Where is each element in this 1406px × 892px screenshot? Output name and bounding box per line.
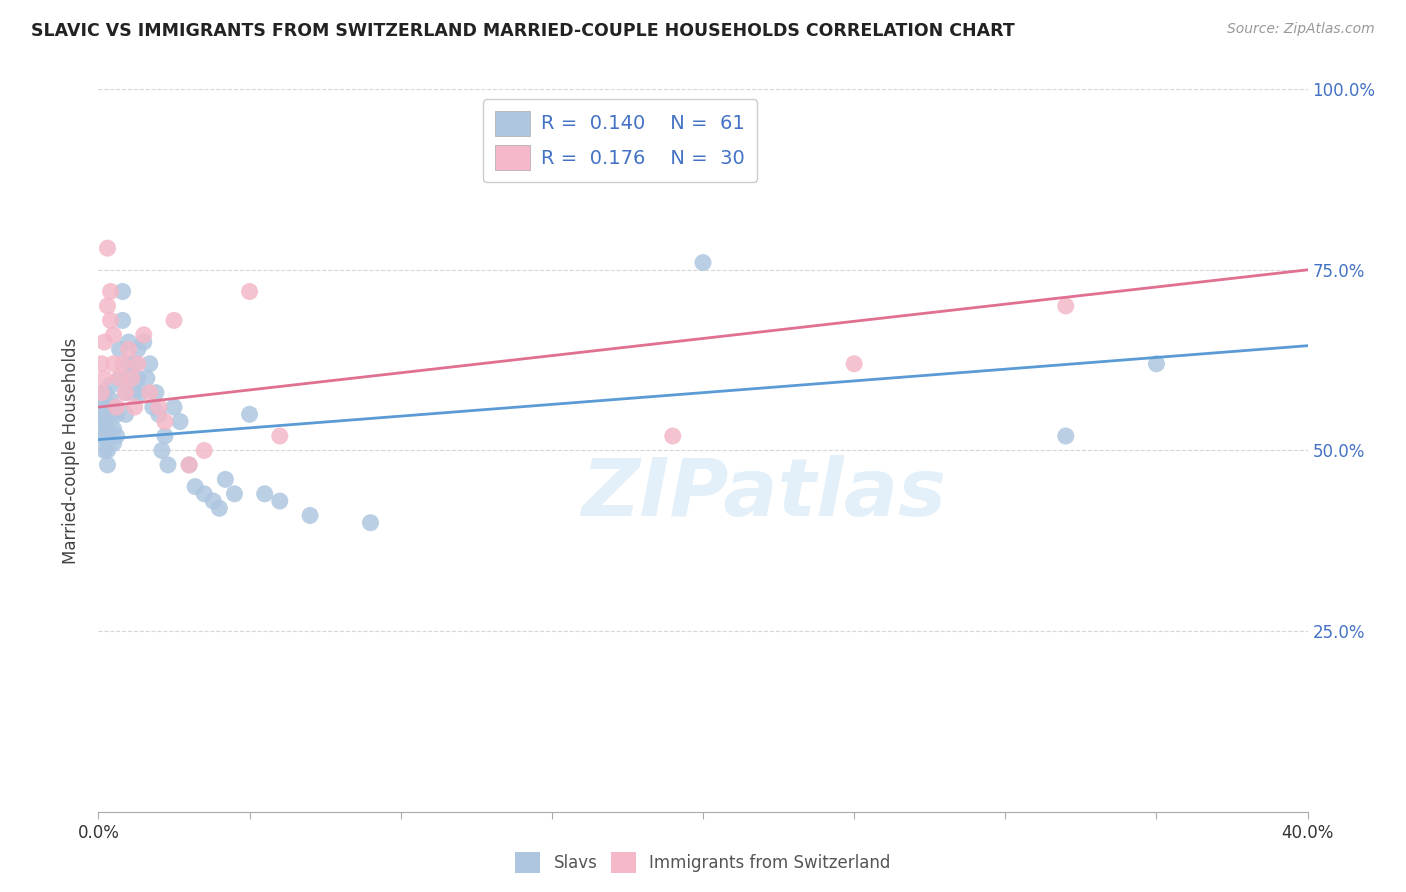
Point [121, 371, 143, 385]
Point [90, 357, 112, 371]
Point [269, 494, 291, 508]
Point [127, 371, 149, 385]
Point [93, 371, 115, 385]
Point [239, 285, 262, 299]
Point [93, 415, 115, 429]
Point [124, 357, 146, 371]
Point [90, 415, 112, 429]
Point [90, 407, 112, 421]
Point [269, 429, 291, 443]
Point [114, 407, 136, 421]
Point [127, 357, 149, 371]
Point [108, 371, 131, 385]
Point [93, 334, 115, 349]
Point [105, 429, 128, 443]
Point [118, 343, 141, 357]
Point [105, 407, 128, 421]
Text: SLAVIC VS IMMIGRANTS FROM SWITZERLAND MARRIED-COUPLE HOUSEHOLDS CORRELATION CHAR: SLAVIC VS IMMIGRANTS FROM SWITZERLAND MA… [31, 22, 1015, 40]
Point [299, 508, 322, 523]
Point [111, 357, 134, 371]
Point [93, 443, 115, 458]
Point [179, 458, 201, 472]
Point [93, 429, 115, 443]
Point [163, 313, 186, 327]
Point [100, 285, 122, 299]
Point [184, 480, 207, 494]
Point [124, 400, 146, 414]
Point [193, 443, 215, 458]
Point [145, 385, 167, 400]
Point [100, 392, 122, 407]
Point [96, 299, 118, 313]
Point [118, 334, 141, 349]
Point [114, 385, 136, 400]
Point [121, 371, 143, 385]
Point [124, 385, 146, 400]
Point [202, 494, 225, 508]
Point [105, 400, 128, 414]
Point [90, 385, 112, 400]
Point [96, 443, 118, 458]
Point [96, 241, 118, 255]
Point [114, 385, 136, 400]
Point [103, 327, 125, 342]
Point [148, 407, 170, 421]
Point [1054, 429, 1077, 443]
Point [1144, 357, 1167, 371]
Point [96, 422, 118, 436]
Point [111, 285, 134, 299]
Point [103, 436, 125, 450]
Legend: Slavs, Immigrants from Switzerland: Slavs, Immigrants from Switzerland [509, 846, 897, 880]
Point [100, 378, 122, 392]
Point [153, 415, 176, 429]
Text: ZIPatlas: ZIPatlas [581, 455, 946, 533]
Legend: R =  0.140    N =  61, R =  0.176    N =  30: R = 0.140 N = 61, R = 0.176 N = 30 [484, 99, 756, 182]
Point [103, 357, 125, 371]
Point [100, 407, 122, 421]
Point [90, 392, 112, 407]
Point [118, 357, 141, 371]
Point [139, 357, 162, 371]
Point [169, 415, 191, 429]
Point [163, 400, 186, 414]
Point [132, 327, 155, 342]
Point [139, 385, 162, 400]
Point [142, 400, 165, 414]
Point [844, 357, 866, 371]
Point [156, 458, 179, 472]
Point [90, 429, 112, 443]
Point [103, 422, 125, 436]
Point [179, 458, 201, 472]
Point [1054, 299, 1077, 313]
Point [103, 400, 125, 414]
Point [135, 371, 157, 385]
Point [90, 385, 112, 400]
Point [208, 501, 231, 516]
Point [692, 255, 714, 269]
Point [239, 407, 262, 421]
Point [193, 487, 215, 501]
Point [93, 400, 115, 414]
Point [127, 343, 149, 357]
Point [224, 487, 246, 501]
Point [93, 385, 115, 400]
Point [150, 443, 173, 458]
Point [108, 371, 131, 385]
Point [661, 429, 683, 443]
Point [148, 400, 170, 414]
Point [108, 343, 131, 357]
Point [111, 313, 134, 327]
Point [132, 334, 155, 349]
Point [153, 429, 176, 443]
Text: Source: ZipAtlas.com: Source: ZipAtlas.com [1227, 22, 1375, 37]
Point [129, 385, 152, 400]
Point [360, 516, 382, 530]
Point [100, 313, 122, 327]
Y-axis label: Married-couple Households: Married-couple Households [62, 337, 80, 564]
Point [253, 487, 276, 501]
Point [214, 472, 236, 486]
Point [96, 458, 118, 472]
